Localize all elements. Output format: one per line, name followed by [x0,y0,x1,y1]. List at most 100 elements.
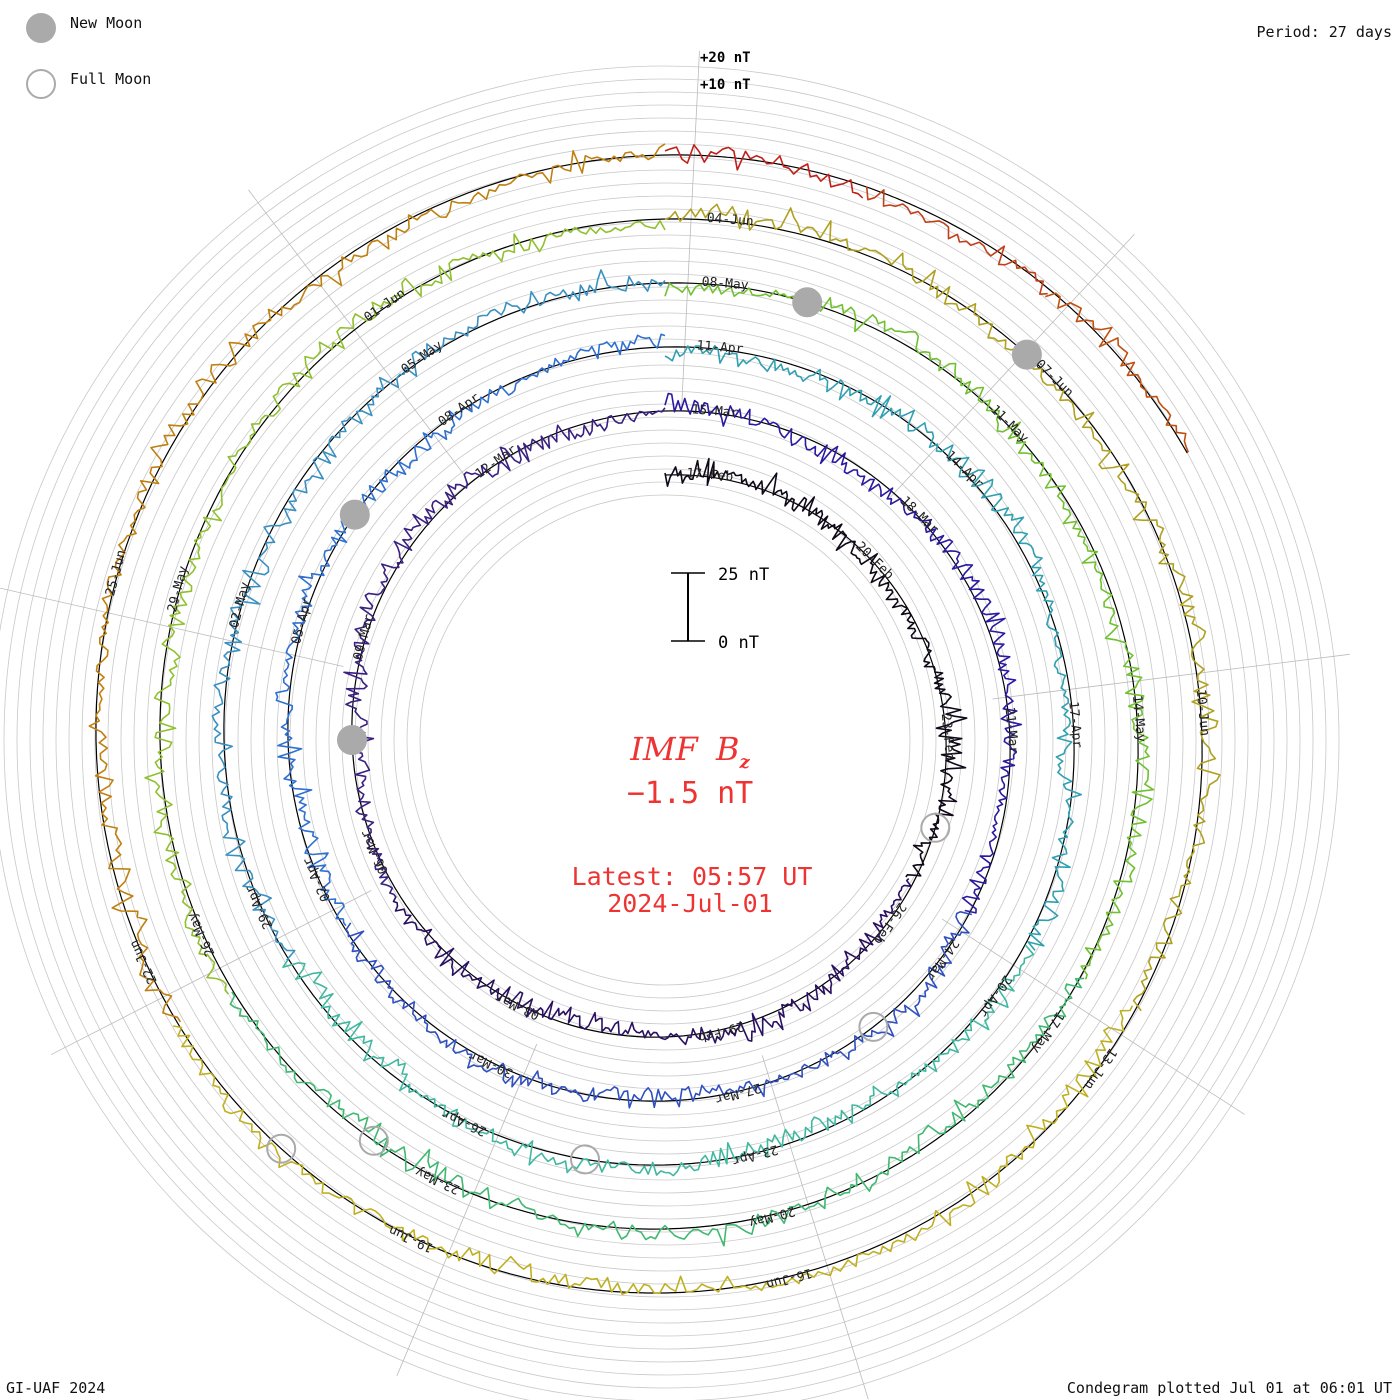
date-label: 08-May [701,275,749,294]
date-label: 21-Mar [1002,707,1021,755]
new-moon-marker [1011,339,1042,370]
latest-time: Latest: 05:57 UT [572,862,813,891]
date-label: 23-May [413,1164,462,1197]
grid-circle [55,130,1275,1350]
date-label: 16-Jun [764,1265,813,1292]
moon-markers [266,287,1042,1175]
new-moon-marker [339,499,370,530]
grid-circle [94,169,1236,1311]
date-label: 27-Mar [713,1080,762,1107]
new-moon-label: New Moon [70,14,143,32]
series-line-rotation-3 [211,269,666,961]
grid-circle [107,182,1223,1298]
date-label: 26-May [185,910,219,959]
date-label: 14-May [1129,695,1148,743]
grid-circle [146,221,1184,1259]
grid-circle [0,65,1340,1400]
grid-spoke [0,587,344,667]
date-label: 17-Feb [686,466,734,485]
credit-label: GI-UAF 2024 [6,1379,106,1397]
new-moon-marker [337,725,367,755]
series-line-rotation-5 [88,143,666,1023]
grid-spoke [396,1043,538,1376]
series-line-rotation-2 [664,392,1023,914]
date-label: 05-Apr [289,597,315,646]
series-line-rotation-6 [664,144,864,199]
date-label: 22-Jun [127,937,161,986]
scale-bar-bottom-label: 0 nT [718,633,759,653]
period-label: Period: 27 days [1256,23,1392,41]
series-line-rotation-4 [229,977,1085,1247]
full-moon-icon [26,69,56,99]
grid-circle [393,468,937,1012]
series-line-rotation-1 [664,457,968,878]
reference-spiral [159,218,1139,1230]
grid-spoke [248,189,467,478]
full-moon-label: Full Moon [70,70,152,88]
date-label: 13-Jun [1081,1045,1120,1092]
scale-bar: 25 nT 0 nT [671,565,769,653]
date-label: 25-Jun [103,548,129,597]
date-label: 11-Apr [696,338,744,357]
grid-circle [81,156,1249,1324]
grid-circle [29,104,1301,1376]
date-label: 09-Mar [351,613,377,662]
reference-spiral [95,154,1203,1294]
scale-label-20: +20 nT [700,50,751,66]
series-line-rotation-1 [343,407,666,898]
series-line-rotation-2 [275,333,666,927]
date-label: 15-Mar [691,402,739,421]
latest-date: 2024-Jul-01 [607,889,773,918]
series-line-rotation-5 [664,203,1221,1012]
grid-circle [250,325,1080,1155]
reference-spiral [665,154,1188,454]
parameter-symbol: B [715,730,740,768]
grid-circle [172,247,1158,1233]
scale-label-10: +10 nT [700,77,751,93]
date-label: 06-Mar [358,827,392,876]
date-label: 04-Jun [706,211,754,230]
new-moon-marker [792,287,823,318]
scale-bar-top-label: 25 nT [718,565,769,585]
series-line-rotation-4 [144,220,666,995]
grid-circle [302,377,1028,1103]
date-label: 10-Jun [1193,689,1212,737]
full-moon-marker [570,1144,600,1175]
parameter-subscript: z [739,752,751,773]
grid-circle [419,494,911,986]
grid-spoke [761,1055,869,1400]
series-layer [88,143,1221,1295]
date-label: 12-Mar [473,442,520,482]
series-line-rotation-2 [345,911,973,1109]
grid-circle [211,286,1119,1194]
date-label: 26-Apr [440,1105,489,1138]
parameter-title: IMF Bz [629,730,750,773]
series-line-rotation-4 [664,282,1155,980]
date-label: 05-May [399,338,446,378]
date-label: 17-Apr [1065,701,1084,749]
grid-circle [3,78,1327,1400]
grid-spoke [889,233,1135,499]
grid-spoke [941,918,1245,1115]
series-line-rotation-3 [282,944,1035,1177]
series-line-rotation-1 [392,878,912,1046]
date-label: 02-May [227,580,253,629]
grid-spoke [992,653,1350,700]
date-label: 29-Feb [696,1018,745,1045]
reference-spiral [223,282,1075,1166]
date-label: 07-Jun [1032,357,1076,401]
full-moon-marker [858,1011,889,1042]
grid-spoke [681,50,700,411]
date-label: 29-Apr [242,882,276,931]
grid-circle [133,208,1197,1272]
grid-circle [406,481,924,999]
full-moon-marker [266,1133,297,1164]
grid-circle [16,91,1314,1389]
legend-new-moon: New Moon [26,13,142,43]
full-moon-marker [358,1125,389,1156]
grid-circle [237,312,1093,1168]
parameter-name: IMF [629,730,699,768]
full-moon-marker [920,812,951,843]
date-label: 29-May [165,564,191,613]
